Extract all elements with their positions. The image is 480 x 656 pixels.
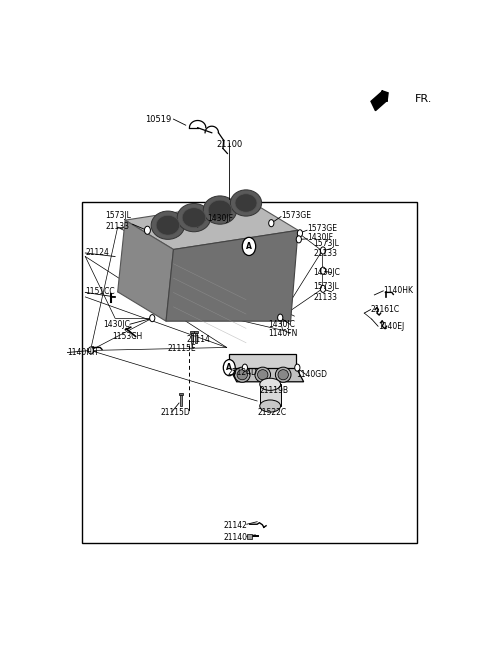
Text: 21124: 21124 <box>85 248 109 257</box>
Circle shape <box>150 315 155 321</box>
Bar <box>260 384 281 406</box>
Ellipse shape <box>156 215 180 235</box>
Ellipse shape <box>208 200 232 220</box>
Ellipse shape <box>182 208 205 228</box>
Bar <box>190 331 194 333</box>
Ellipse shape <box>255 367 271 382</box>
Polygon shape <box>125 201 298 249</box>
Text: 1573JL
21133: 1573JL 21133 <box>313 239 339 258</box>
Bar <box>194 331 198 333</box>
Polygon shape <box>229 354 296 367</box>
Text: 1151CC: 1151CC <box>85 287 115 297</box>
Text: A: A <box>227 363 232 372</box>
Text: 1430JC: 1430JC <box>103 319 130 329</box>
Ellipse shape <box>258 370 268 380</box>
Text: 1573GE: 1573GE <box>307 224 337 233</box>
Polygon shape <box>229 367 304 382</box>
Ellipse shape <box>276 367 291 382</box>
Circle shape <box>321 285 325 293</box>
Polygon shape <box>166 230 298 321</box>
Text: 1573JL
21133: 1573JL 21133 <box>313 282 339 302</box>
Ellipse shape <box>151 211 185 239</box>
Text: 21142: 21142 <box>224 521 248 530</box>
Text: 10519: 10519 <box>145 115 172 123</box>
Circle shape <box>297 230 302 237</box>
Text: 21115E: 21115E <box>168 344 196 353</box>
Ellipse shape <box>237 370 248 380</box>
Text: 21522C: 21522C <box>257 407 286 417</box>
Bar <box>195 333 197 343</box>
Ellipse shape <box>260 400 281 412</box>
Text: 1430JF: 1430JF <box>307 233 334 242</box>
Bar <box>248 534 252 539</box>
Text: 25124D: 25124D <box>228 368 257 377</box>
Ellipse shape <box>234 367 250 382</box>
Bar <box>180 395 182 406</box>
Bar <box>179 392 183 395</box>
Text: 21119B: 21119B <box>259 386 288 395</box>
Text: 1140EJ: 1140EJ <box>378 321 404 331</box>
FancyArrow shape <box>371 91 388 111</box>
Ellipse shape <box>177 203 211 232</box>
Text: 21100: 21100 <box>216 140 242 149</box>
Circle shape <box>144 226 150 234</box>
Circle shape <box>296 236 301 243</box>
Circle shape <box>223 359 235 376</box>
Circle shape <box>321 247 325 254</box>
Text: 21115D: 21115D <box>160 407 190 417</box>
Text: 1140GD: 1140GD <box>296 370 327 379</box>
Bar <box>83 203 417 543</box>
Text: 21140: 21140 <box>224 533 248 542</box>
Text: 1140HH: 1140HH <box>67 348 98 357</box>
Text: 1153CH: 1153CH <box>112 332 143 341</box>
Text: 21161C: 21161C <box>371 304 400 314</box>
Text: A: A <box>246 242 252 251</box>
Text: 1430JC: 1430JC <box>268 319 295 329</box>
Circle shape <box>269 220 274 227</box>
Ellipse shape <box>203 196 237 224</box>
Text: 1573GE: 1573GE <box>281 211 312 220</box>
Ellipse shape <box>278 370 288 380</box>
Circle shape <box>277 314 283 321</box>
Circle shape <box>242 237 256 255</box>
Bar <box>191 333 193 343</box>
Text: 1573JL
21133: 1573JL 21133 <box>105 211 131 231</box>
Text: 21114: 21114 <box>186 335 210 344</box>
Text: 1140HK: 1140HK <box>384 287 414 295</box>
Ellipse shape <box>260 379 281 390</box>
Circle shape <box>242 364 248 371</box>
Polygon shape <box>118 220 173 321</box>
Text: 1430JC: 1430JC <box>313 268 340 277</box>
Circle shape <box>295 364 300 371</box>
Text: FR.: FR. <box>415 94 432 104</box>
Text: 1140FN: 1140FN <box>268 329 298 338</box>
Circle shape <box>88 347 94 354</box>
Ellipse shape <box>230 190 262 216</box>
Circle shape <box>321 267 325 274</box>
Text: 1430JF: 1430JF <box>207 214 233 222</box>
Ellipse shape <box>235 194 257 212</box>
